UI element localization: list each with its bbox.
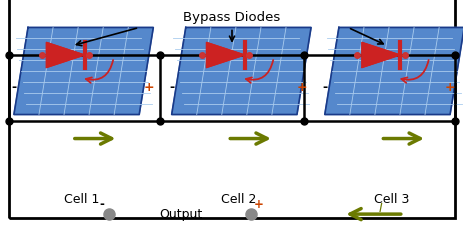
Text: I: I [378, 202, 382, 215]
Polygon shape [324, 27, 463, 114]
Text: +: + [296, 81, 306, 93]
Text: +: + [253, 199, 263, 211]
Text: Cell 3: Cell 3 [374, 193, 409, 206]
Text: Output: Output [159, 208, 202, 221]
Text: Cell 2: Cell 2 [221, 193, 256, 206]
Polygon shape [361, 42, 399, 68]
Polygon shape [206, 42, 244, 68]
Text: +: + [444, 81, 454, 93]
Text: -: - [100, 199, 104, 211]
Text: -: - [321, 81, 327, 93]
Text: Bypass Diodes: Bypass Diodes [183, 11, 280, 25]
Text: -: - [11, 81, 17, 93]
Text: +: + [143, 81, 153, 93]
Polygon shape [46, 42, 84, 68]
Polygon shape [14, 27, 153, 114]
Polygon shape [171, 27, 310, 114]
Text: Cell 1: Cell 1 [63, 193, 99, 206]
Text: -: - [169, 81, 174, 93]
